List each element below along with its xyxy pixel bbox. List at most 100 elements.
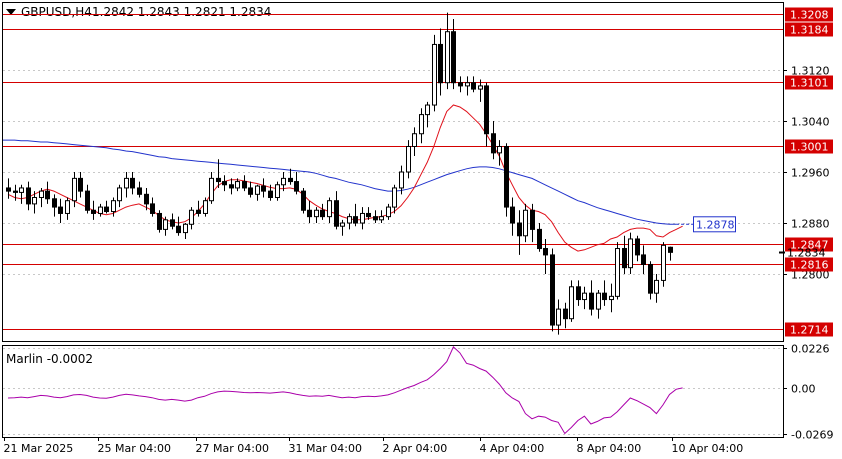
candle-bear — [530, 209, 535, 230]
candle-bear — [294, 181, 299, 192]
time-tick-label: 10 Apr 04:00 — [672, 442, 744, 455]
level-label-box — [785, 237, 833, 252]
current-price-label: 1.2834 — [787, 247, 826, 260]
candle-bull — [412, 133, 417, 147]
candle-bull — [39, 190, 44, 199]
candle-bull — [406, 145, 411, 173]
oscillator-tick-label: 0.00 — [791, 383, 816, 396]
candle-bear — [144, 193, 149, 205]
candle-bull — [628, 238, 633, 269]
candle-bull — [497, 145, 502, 154]
slow-moving-average — [3, 139, 677, 225]
candle-bear — [320, 209, 325, 218]
level-label-box — [785, 322, 833, 337]
candle-bear — [451, 31, 456, 84]
candle-bull — [596, 292, 601, 310]
candle-bull — [327, 200, 332, 218]
level-label: 1.3101 — [790, 77, 829, 90]
candle-bear — [85, 190, 90, 211]
candle-bear — [438, 43, 443, 84]
candle-bull — [386, 206, 391, 218]
candlesticks — [6, 12, 673, 335]
candle-bear — [668, 246, 673, 253]
candle-bear — [510, 206, 515, 224]
candle-bear — [366, 212, 371, 218]
candle-bull — [360, 212, 365, 224]
price-tick-label: 1.3120 — [791, 65, 830, 78]
oscillator-tick-label: -0.0269 — [791, 429, 833, 442]
candle-bull — [281, 177, 286, 186]
candle-bear — [373, 216, 378, 221]
candle-bull — [478, 85, 483, 90]
level-label: 1.2816 — [790, 259, 829, 272]
oscillator-line — [7, 346, 683, 435]
chart-ohlc-readout: 1.2842 1.2843 1.2821 1.2834 — [92, 5, 271, 19]
price-tick-label: 1.2880 — [791, 218, 830, 231]
candle-bear — [58, 206, 63, 214]
level-label: 1.3208 — [790, 9, 829, 22]
candle-bull — [465, 82, 470, 87]
level-label: 1.3001 — [790, 141, 829, 154]
candle-bear — [261, 185, 266, 192]
candle-bull — [111, 200, 116, 213]
price-axis: 1.2800 1.2880 1.2960 1.3040 1.3120 — [783, 65, 830, 282]
candle-bear — [635, 238, 640, 256]
time-axis: 21 Mar 2025 25 Mar 04:00 27 Mar 04:00 31 Ma… — [4, 437, 744, 455]
candle-bear — [229, 184, 234, 189]
time-tick-label: 8 Apr 04:00 — [577, 442, 642, 455]
candle-bear — [150, 203, 155, 214]
candle-bear — [157, 212, 162, 230]
candle-bear — [45, 190, 50, 200]
candle-bull — [314, 209, 319, 218]
candle-bear — [222, 181, 227, 186]
candle-bear — [334, 200, 339, 227]
candle-bear — [6, 187, 11, 192]
oscillator-axis: 0.0226 0.00 -0.0269 — [783, 343, 833, 442]
candle-bull — [189, 209, 194, 225]
candle-bear — [589, 292, 594, 310]
price-tick-label: 1.2800 — [791, 269, 830, 282]
price-grid — [3, 70, 783, 275]
fast-moving-average — [7, 104, 683, 252]
candle-bull — [98, 206, 103, 214]
chart-symbol-title: GBPUSD,H4 — [21, 5, 92, 19]
candle-bear — [517, 222, 522, 237]
candle-bear — [176, 225, 181, 234]
candle-bear — [268, 190, 273, 199]
candle-bear — [641, 254, 646, 265]
oscillator-tick-label: 0.0226 — [791, 343, 830, 356]
candle-bull — [19, 187, 24, 193]
candle-bear — [543, 248, 548, 256]
candle-bear — [622, 248, 627, 269]
candle-bull — [609, 295, 614, 301]
slow-ma-line — [3, 139, 677, 225]
candle-bull — [556, 308, 561, 326]
oscillator-plot — [3, 346, 783, 435]
candle-bear — [484, 85, 489, 135]
candle-bear — [471, 82, 476, 90]
level-label-box — [785, 75, 833, 90]
candle-bear — [78, 177, 83, 192]
candle-bear — [130, 177, 135, 189]
level-label: 1.2714 — [790, 324, 829, 337]
candle-bull — [661, 244, 666, 281]
candle-bear — [170, 219, 175, 227]
level-label-box — [785, 7, 833, 22]
candle-bear — [26, 187, 31, 205]
candle-bear — [353, 216, 358, 224]
candle-bear — [504, 145, 509, 208]
candle-bull — [163, 219, 168, 230]
candle-bull — [615, 248, 620, 297]
symbol-menu-triangle-icon[interactable] — [6, 9, 16, 15]
candle-bear — [602, 292, 607, 301]
candle-bear — [13, 190, 18, 193]
candle-bull — [235, 181, 240, 189]
level-labels: 1.3208 1.3184 1.3101 1.3001 1.2847 1.2816 1.27… — [676, 7, 833, 337]
candle-bull — [183, 223, 188, 234]
candle-bull — [523, 209, 528, 237]
time-tick-label: 21 Mar 2025 — [4, 442, 74, 455]
candle-bull — [65, 200, 70, 214]
price-tick-label: 1.3040 — [791, 116, 830, 129]
candle-bull — [399, 171, 404, 189]
